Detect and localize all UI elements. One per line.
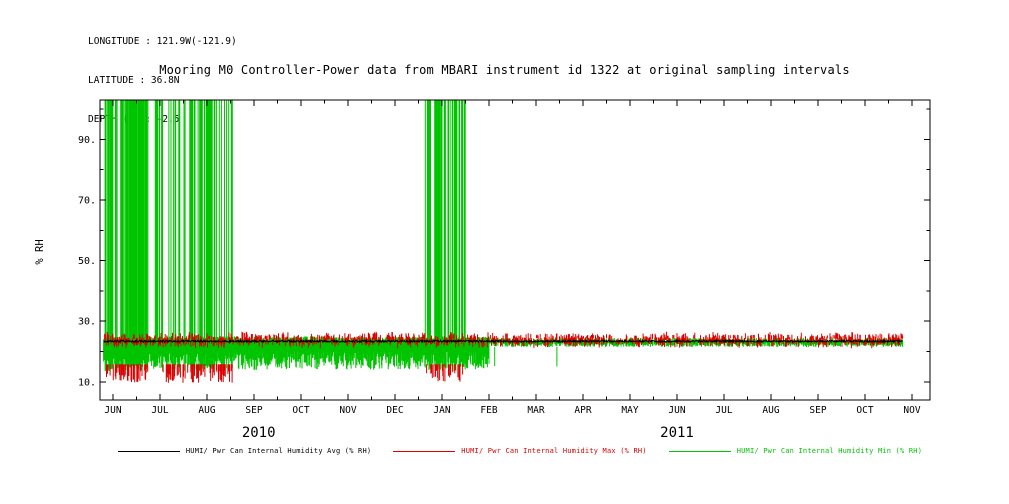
x-tick-label: JUN bbox=[668, 405, 685, 416]
min-line-swatch bbox=[668, 450, 731, 452]
legend-item-avg: HUMI/ Pwr Can Internal Humidity Avg (% R… bbox=[117, 447, 372, 455]
x-tick-label: OCT bbox=[856, 405, 873, 416]
y-tick-label: 70. bbox=[78, 196, 96, 207]
x-tick-label: DEC bbox=[386, 405, 403, 416]
chart-title: Mooring M0 Controller-Power data from MB… bbox=[159, 63, 850, 77]
avg-line-swatch bbox=[117, 450, 180, 452]
x-tick-label: MAR bbox=[527, 405, 544, 416]
x-tick-label: MAY bbox=[621, 405, 638, 416]
y-tick-label: 50. bbox=[78, 256, 96, 267]
legend-label-min: HUMI/ Pwr Can Internal Humidity Min (% R… bbox=[736, 447, 923, 455]
plot-border bbox=[99, 99, 931, 401]
x-tick-label: JUN bbox=[104, 405, 121, 416]
legend: HUMI/ Pwr Can Internal Humidity Avg (% R… bbox=[85, 447, 955, 455]
x-tick-label: FEB bbox=[480, 405, 497, 416]
legend-item-max: HUMI/ Pwr Can Internal Humidity Max (% R… bbox=[393, 447, 647, 455]
min-series bbox=[103, 100, 904, 371]
max-line-swatch bbox=[393, 450, 456, 452]
x-tick-label: AUG bbox=[762, 405, 779, 416]
x-tick-label: AUG bbox=[198, 405, 215, 416]
y-tick-label: 30. bbox=[78, 317, 96, 328]
x-tick-label: APR bbox=[574, 405, 591, 416]
x-tick-label: NOV bbox=[339, 405, 356, 416]
latitude-label: LATITUDE : 36.8N bbox=[88, 75, 180, 86]
x-tick-label: SEP bbox=[245, 405, 262, 416]
year-label: 2010 bbox=[242, 425, 276, 441]
x-tick-label: SEP bbox=[809, 405, 826, 416]
max-series bbox=[104, 331, 904, 383]
x-tick-label: JUL bbox=[151, 405, 168, 416]
longitude-label: LONGITUDE : 121.9W(-121.9) bbox=[88, 36, 237, 47]
y-tick-label: 90. bbox=[78, 135, 96, 146]
legend-label-max: HUMI/ Pwr Can Internal Humidity Max (% R… bbox=[461, 447, 647, 455]
x-tick-label: JUL bbox=[715, 405, 732, 416]
y-tick-label: 10. bbox=[78, 377, 96, 388]
legend-label-avg: HUMI/ Pwr Can Internal Humidity Avg (% R… bbox=[185, 447, 372, 455]
year-label: 2011 bbox=[660, 425, 694, 441]
x-tick-label: NOV bbox=[903, 405, 920, 416]
x-tick-label: OCT bbox=[292, 405, 309, 416]
legend-item-min: HUMI/ Pwr Can Internal Humidity Min (% R… bbox=[668, 447, 923, 455]
x-tick-label: JAN bbox=[433, 405, 450, 416]
avg-series bbox=[103, 338, 903, 344]
axis-ticks bbox=[100, 100, 930, 400]
